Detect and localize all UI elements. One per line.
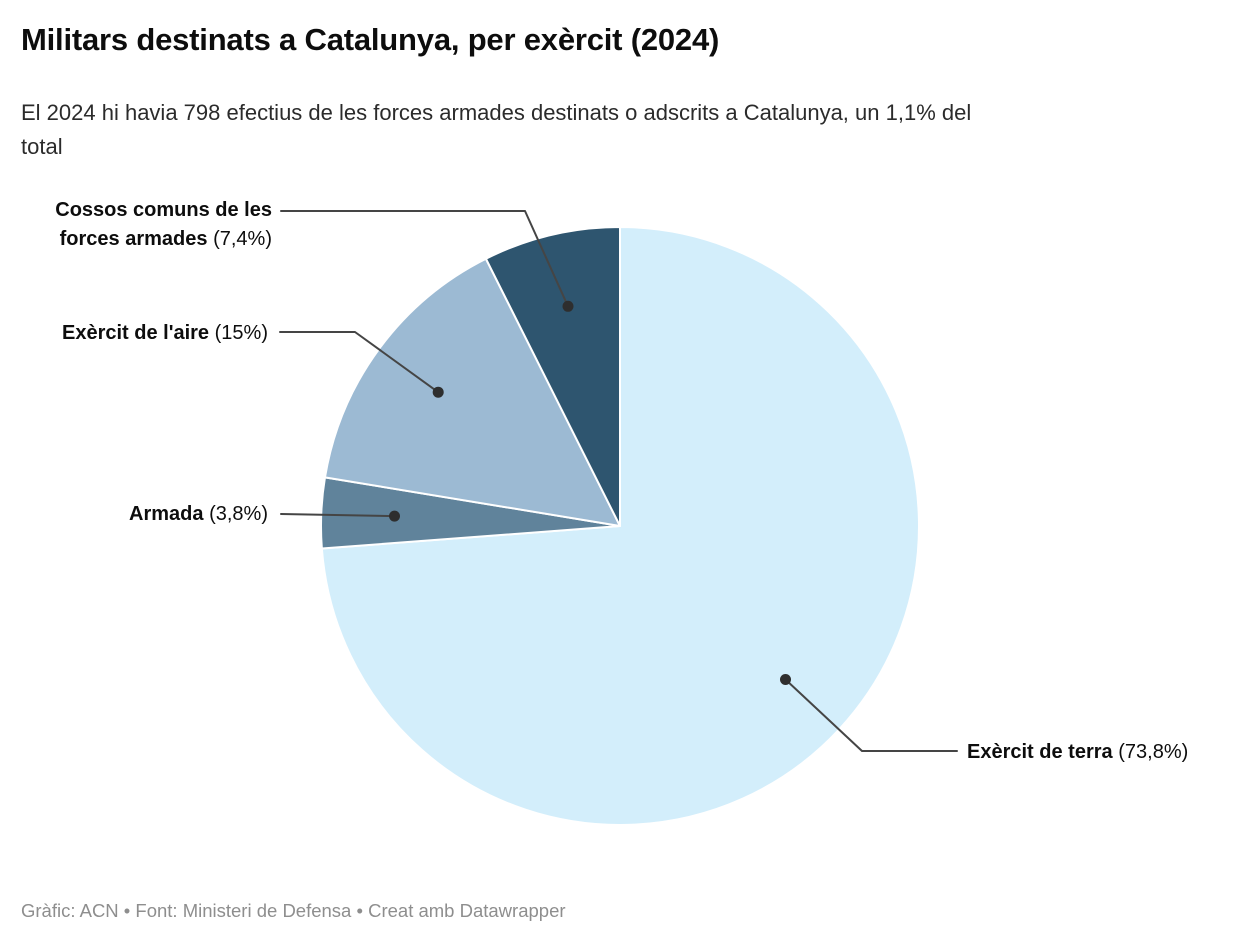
callout-label-armada: Armada (3,8%) xyxy=(18,500,268,529)
leader-line-exercit-de-l-aire xyxy=(279,331,440,394)
pie-slice-cossos-comuns-de-les-forces-armades[interactable] xyxy=(484,226,621,527)
leader-line-exercit-de-terra xyxy=(784,678,958,752)
chart-title: Militars destinats a Catalunya, per exèr… xyxy=(21,22,720,57)
leader-dot-armada xyxy=(389,510,400,522)
leader-dot-cossos-comuns-de-les-forces-armades xyxy=(562,300,574,312)
chart-subtitle-line2: total xyxy=(21,134,63,159)
slice-label: Armada xyxy=(129,503,204,525)
callout-label-cossos-comuns: Cossos comuns de les forces armades (7,4%… xyxy=(18,196,272,254)
slice-percent: (7,4%) xyxy=(213,228,272,250)
slice-label: Exèrcit de terra xyxy=(967,741,1113,763)
leader-dot-exercit-de-l-aire xyxy=(432,386,444,398)
callout-label-exercit-terra: Exèrcit de terra (73,8%) xyxy=(967,738,1237,767)
leader-line-cossos-comuns-de-les-forces-armades xyxy=(280,210,569,308)
slice-percent: (15%) xyxy=(214,322,268,344)
chart-subtitle-line1: El 2024 hi havia 798 efectius de les for… xyxy=(21,100,972,125)
slice-label: Exèrcit de l'aire xyxy=(61,322,210,344)
slice-label: Cossos comuns de les forces armades xyxy=(55,199,272,250)
chart-subtitle: El 2024 hi havia 798 efectius de les for… xyxy=(21,96,1211,164)
slice-percent: (3,8%) xyxy=(209,503,268,525)
slice-percent: (73,8%) xyxy=(1118,741,1189,763)
leader-dot-exercit-de-terra xyxy=(780,674,791,685)
leader-line-armada xyxy=(280,513,396,518)
chart-footer: Gràfic: ACN • Font: Ministeri de Defensa… xyxy=(21,900,566,921)
callout-label-exercit-aire: Exèrcit de l'aire (15%) xyxy=(18,319,268,348)
